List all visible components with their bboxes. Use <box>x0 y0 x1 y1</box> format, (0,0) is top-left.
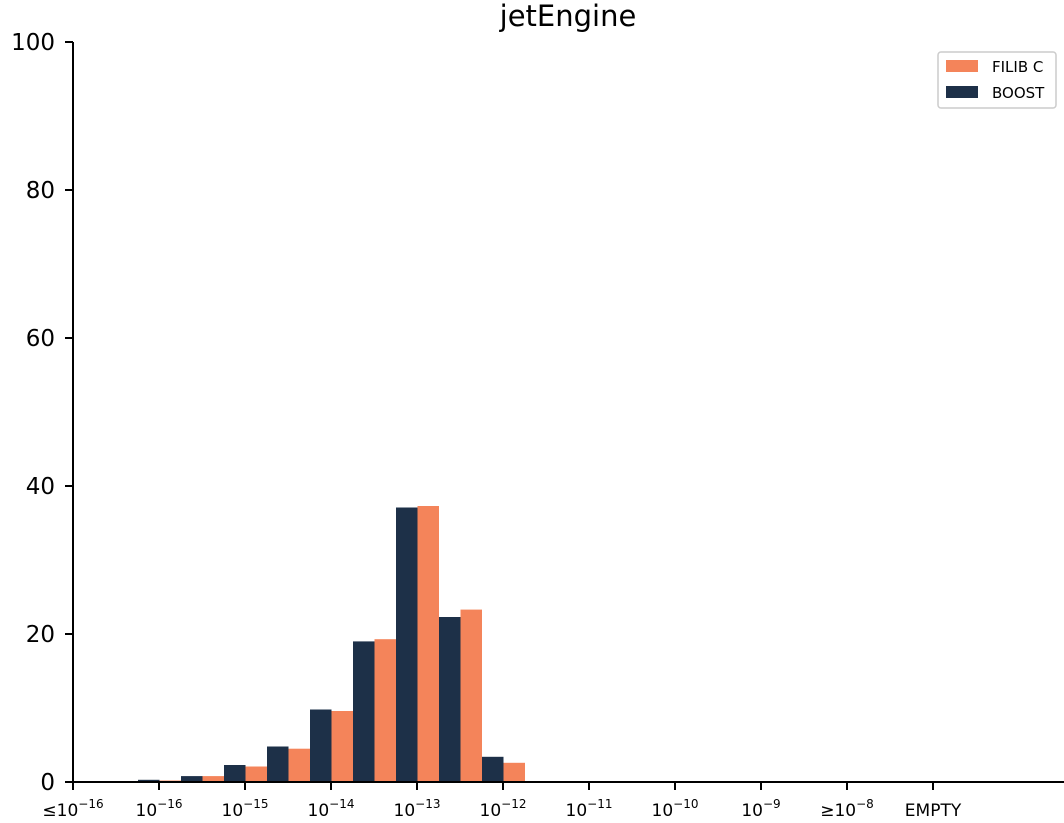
bar-filib-c-4 <box>202 776 224 782</box>
y-tick-label: 0 <box>40 770 55 796</box>
bar-filib-c-5 <box>245 766 267 782</box>
legend-swatch <box>946 86 978 98</box>
y-tick-label: 100 <box>11 30 55 56</box>
x-tick-label: 10−15 <box>222 797 269 821</box>
legend-label: FILIB C <box>992 58 1043 76</box>
bar-boost-11 <box>482 756 504 782</box>
x-tick-label: EMPTY <box>905 801 962 821</box>
bar-boost-9 <box>396 507 418 782</box>
y-tick-label: 60 <box>26 326 55 352</box>
bar-boost-6 <box>267 746 289 782</box>
bar-filib-c-9 <box>417 506 439 782</box>
legend-label: BOOST <box>992 84 1045 102</box>
x-tick-label: 10−11 <box>566 797 613 821</box>
x-tick-label: 10−13 <box>394 797 441 821</box>
x-tick-label: 10−10 <box>652 797 699 821</box>
bar-filib-c-10 <box>460 609 482 782</box>
x-axis: ≤10−16 10−16 10−15 10−14 10−13 10−12 10−11 10−1… <box>42 781 1064 821</box>
x-tick-label: 10−9 <box>741 797 780 821</box>
y-tick-label: 80 <box>26 178 55 204</box>
bar-boost-5 <box>224 765 246 782</box>
x-tick-label: 10−14 <box>308 797 355 821</box>
y-axis: 0 20 40 60 80 100 <box>11 30 74 796</box>
x-tick-label: ≥10−8 <box>820 797 874 821</box>
legend-swatch <box>946 60 978 72</box>
y-tick-label: 20 <box>26 622 55 648</box>
bar-filib-c-7 <box>331 711 353 782</box>
x-tick-label: ≤10−16 <box>42 797 103 821</box>
bars-group <box>138 506 525 782</box>
y-tick-label: 40 <box>26 474 55 500</box>
x-tick-label: 10−12 <box>480 797 527 821</box>
bar-boost-3 <box>138 779 160 782</box>
bar-boost-8 <box>353 641 375 782</box>
legend: FILIB C BOOST <box>937 51 1057 109</box>
bar-filib-c-6 <box>288 748 310 782</box>
chart-title: jetEngine <box>499 0 637 33</box>
bar-boost-7 <box>310 709 332 782</box>
bar-filib-c-8 <box>374 639 396 782</box>
bar-boost-10 <box>439 617 461 782</box>
bar-boost-4 <box>181 776 203 782</box>
bar-filib-c-11 <box>503 762 525 782</box>
x-tick-label: 10−16 <box>136 797 183 821</box>
